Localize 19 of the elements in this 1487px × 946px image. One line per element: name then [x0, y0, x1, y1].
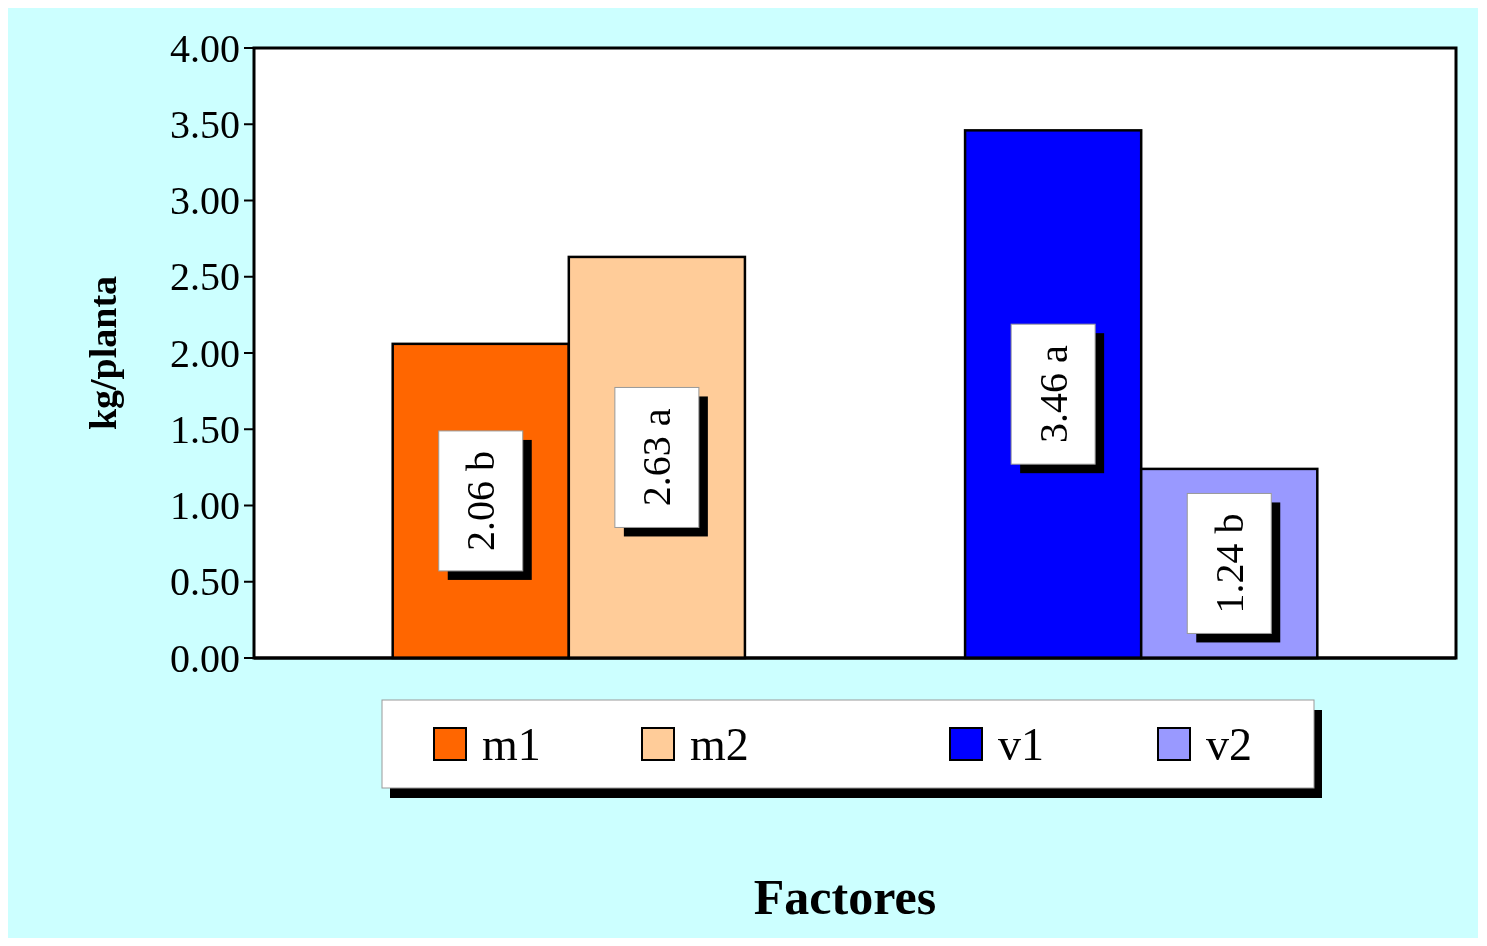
- data-label: 1.24 b: [1206, 513, 1252, 614]
- legend-label: v2: [1206, 718, 1252, 770]
- legend-label: v1: [998, 718, 1044, 770]
- y-tick-label: 3.00: [170, 178, 240, 223]
- y-tick-label: 2.50: [170, 254, 240, 300]
- legend-label: m1: [482, 718, 541, 770]
- y-tick-label: 4.00: [170, 25, 240, 71]
- y-tick-label: 3.50: [170, 101, 240, 147]
- y-tick-label: 1.50: [170, 406, 240, 452]
- y-tick-label: 0.50: [170, 559, 240, 605]
- data-label: 3.46 a: [1030, 345, 1076, 444]
- data-label: 2.06 b: [458, 450, 504, 551]
- y-tick-label: 0.00: [170, 635, 240, 681]
- y-axis-title: kg/planta: [82, 275, 124, 431]
- y-tick-label: 2.00: [170, 330, 240, 376]
- data-label: 2.63 a: [634, 408, 680, 507]
- x-axis-title: Factores: [753, 869, 937, 925]
- legend-label: m2: [690, 718, 749, 770]
- y-tick-label: 1.00: [170, 483, 240, 528]
